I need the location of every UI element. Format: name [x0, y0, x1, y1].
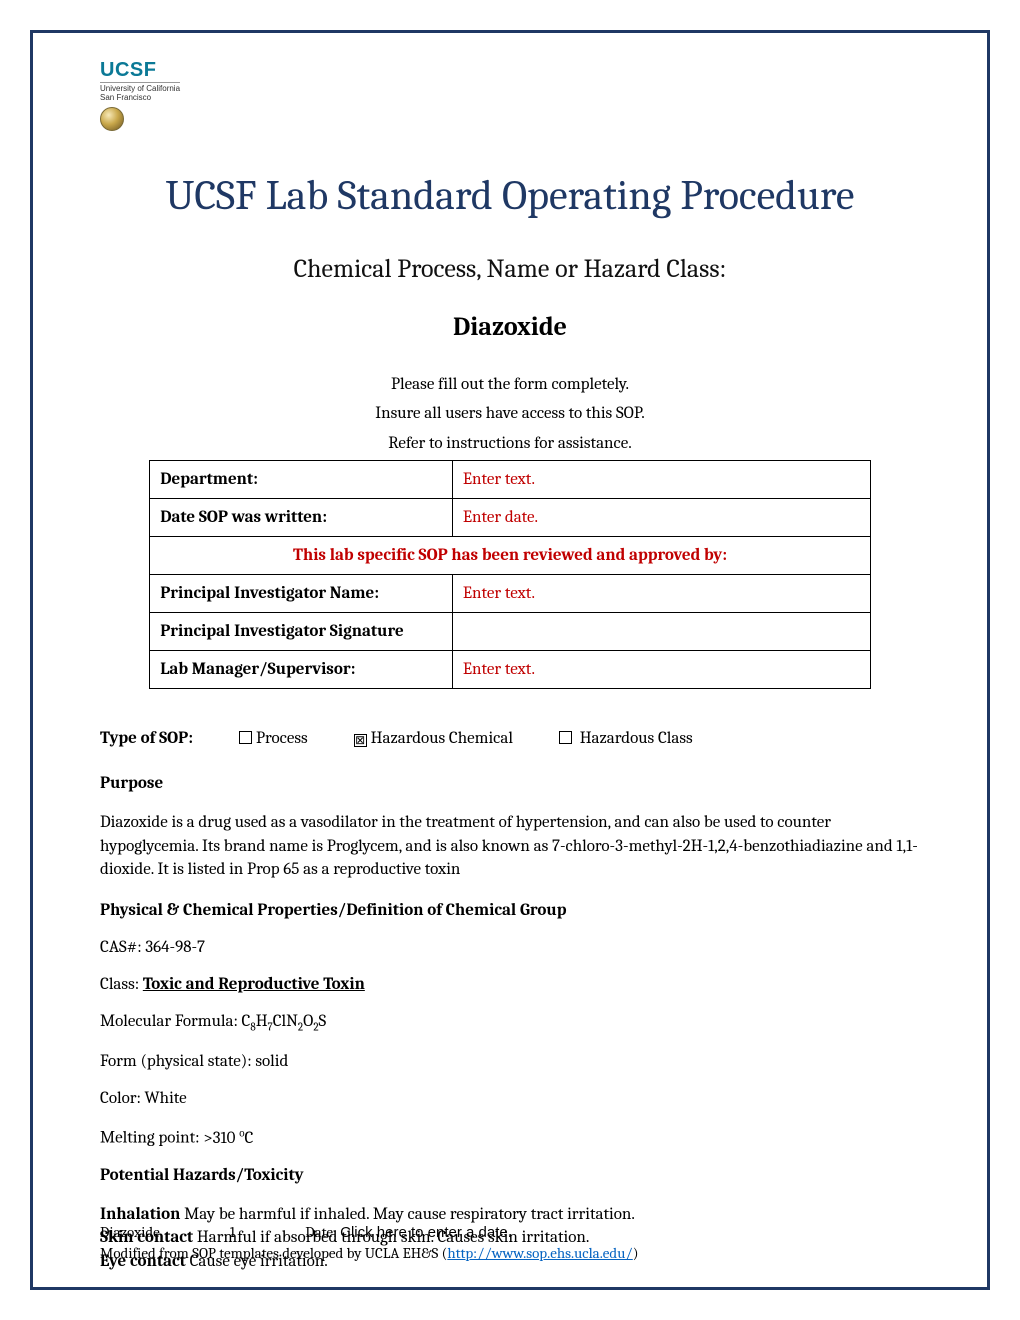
- footer-row-2: Modified from SOP templates developed by…: [100, 1243, 920, 1264]
- review-row: This lab specific SOP has been reviewed …: [150, 537, 871, 575]
- sop-type-option[interactable]: Hazardous Class: [559, 729, 693, 748]
- color-line: Color: White: [100, 1089, 920, 1108]
- table-row: Principal Investigator Signature: [150, 613, 871, 651]
- sop-type-label: Type of SOP:: [100, 729, 193, 748]
- table-row: Lab Manager/Supervisor: Enter text.: [150, 651, 871, 689]
- properties-heading: Physical & Chemical Properties/Definitio…: [100, 901, 920, 920]
- field-value[interactable]: Enter text.: [452, 651, 870, 689]
- instruction-line: Please fill out the form completely.: [100, 372, 920, 398]
- logo-subtext: University of California San Francisco: [100, 82, 180, 103]
- seal-icon: [100, 107, 124, 131]
- class-line: Class: Toxic and Reproductive Toxin: [100, 975, 920, 994]
- field-value[interactable]: Enter text.: [452, 461, 870, 499]
- sop-type-option[interactable]: ⊠Hazardous Chemical: [354, 729, 513, 748]
- page-footer: Diazoxide1Date: Click here to enter a da…: [100, 1222, 920, 1264]
- ucsf-logo: UCSF University of California San Franci…: [100, 60, 920, 131]
- subtitle: Chemical Process, Name or Hazard Class:: [100, 254, 920, 284]
- form-line: Form (physical state): solid: [100, 1052, 920, 1071]
- instruction-line: Refer to instructions for assistance.: [100, 431, 920, 457]
- chemical-name: Diazoxide: [100, 312, 920, 342]
- field-label: Date SOP was written:: [150, 499, 453, 537]
- mp-value: >310 oC: [203, 1129, 253, 1148]
- credit-link[interactable]: http://www.sop.ehs.ucla.edu/: [447, 1244, 632, 1262]
- footer-row-1: Diazoxide1Date: Click here to enter a da…: [100, 1222, 920, 1243]
- field-label: Department:: [150, 461, 453, 499]
- sop-type-row: Type of SOP: Process ⊠Hazardous Chemical…: [100, 729, 920, 748]
- document-title: UCSF Lab Standard Operating Procedure: [100, 171, 920, 220]
- checkbox-checked-icon: ⊠: [354, 734, 367, 747]
- field-value[interactable]: [452, 613, 870, 651]
- checkbox-icon: [559, 731, 572, 744]
- sop-form-table: Department: Enter text. Date SOP was wri…: [149, 460, 871, 689]
- field-label: Principal Investigator Signature: [150, 613, 453, 651]
- field-value[interactable]: Enter date.: [452, 499, 870, 537]
- checkbox-icon: [239, 731, 252, 744]
- purpose-text: Diazoxide is a drug used as a vasodilato…: [100, 811, 920, 881]
- table-row: Principal Investigator Name: Enter text.: [150, 575, 871, 613]
- field-value[interactable]: Enter text.: [452, 575, 870, 613]
- formula-line: Molecular Formula: C8H7ClN2O2S: [100, 1012, 920, 1033]
- review-text: This lab specific SOP has been reviewed …: [150, 537, 871, 575]
- page-content: UCSF University of California San Franci…: [100, 50, 920, 1270]
- melting-point-line: Melting point: >310 oC: [100, 1126, 920, 1148]
- sop-type-option[interactable]: Process: [239, 729, 308, 748]
- field-label: Principal Investigator Name:: [150, 575, 453, 613]
- hazards-heading: Potential Hazards/Toxicity: [100, 1166, 920, 1185]
- cas-line: CAS#: 364-98-7: [100, 938, 920, 957]
- field-label: Lab Manager/Supervisor:: [150, 651, 453, 689]
- logo-text: UCSF: [100, 60, 180, 80]
- table-row: Department: Enter text.: [150, 461, 871, 499]
- table-row: Date SOP was written: Enter date.: [150, 499, 871, 537]
- purpose-heading: Purpose: [100, 774, 920, 793]
- formula-value: C8H7ClN2O2S: [242, 1012, 327, 1031]
- instruction-line: Insure all users have access to this SOP…: [100, 401, 920, 427]
- properties-block: CAS#: 364-98-7 Class: Toxic and Reproduc…: [100, 938, 920, 1147]
